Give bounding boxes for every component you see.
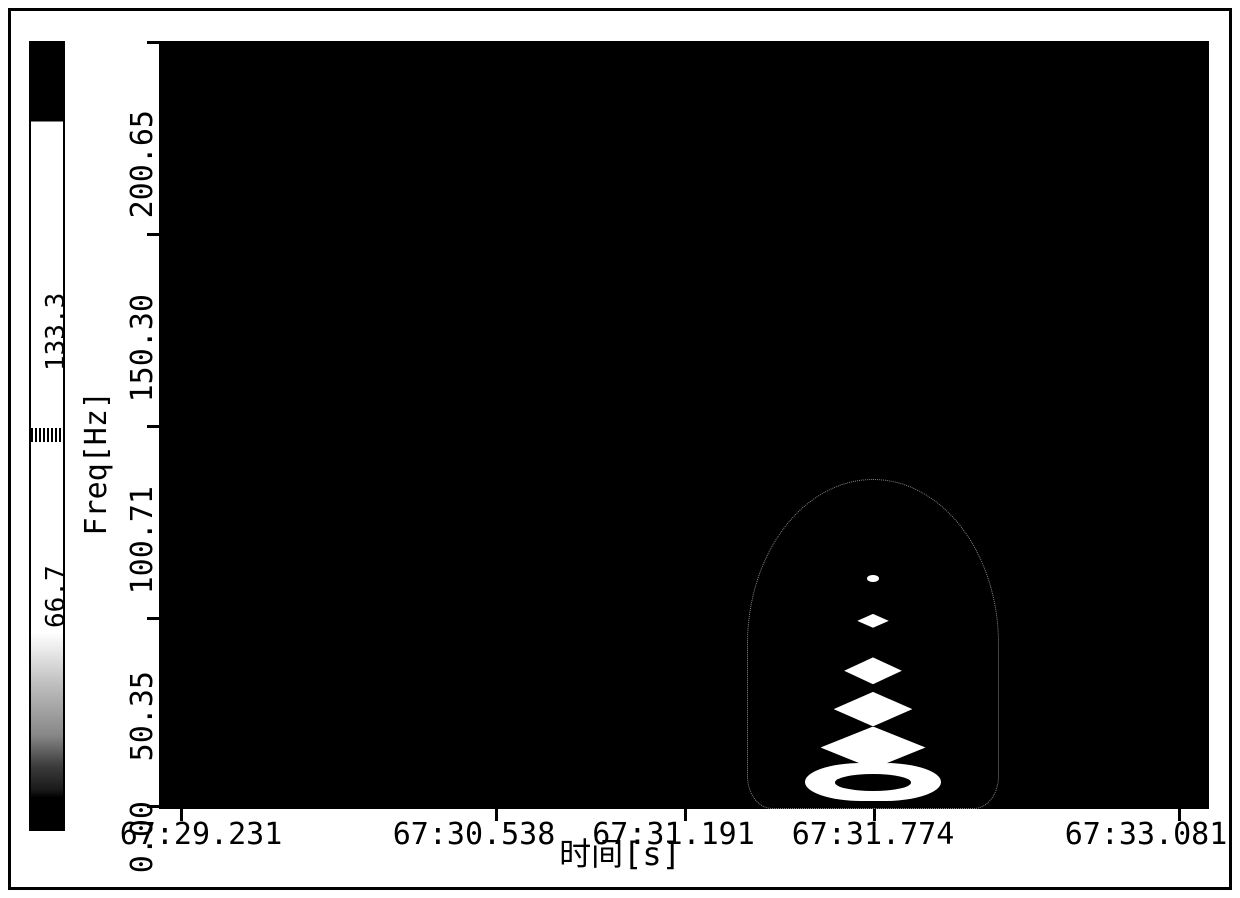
colorbar-tick-max: 200 [41,42,71,89]
spectrogram-blob [805,763,942,801]
x-tick-0: 67:29.231 [120,817,283,852]
y-tick-3: 150.30 [125,294,160,402]
chart-frame: 0 66.7 133.3 200 0.00 50.35 100.71 150.3… [8,8,1232,890]
x-tick-3: 67:31.774 [792,817,955,852]
x-tick-1: 67:30.538 [393,817,556,852]
y-tick-mark [147,617,159,620]
x-axis-label: 时间[s] [559,829,681,875]
y-tick-mark [147,41,159,44]
y-tick-1: 50.35 [125,671,160,761]
spectrogram-features [159,41,1209,809]
colorbar-tick-min: 0 [41,815,71,831]
colorbar-tick-mid2: 133.3 [41,293,71,371]
y-tick-4: 200.65 [125,110,160,218]
x-axis-ticks: 67:29.231 67:30.538 67:31.191 67:31.774 … [159,809,1209,869]
colorbar-tick-mid1: 66.7 [41,565,71,628]
spectrogram-plot [159,41,1209,809]
colorbar [29,41,65,831]
y-tick-mark [147,233,159,236]
y-tick-2: 100.71 [125,486,160,594]
y-tick-mark [147,425,159,428]
y-axis-label: Freq[Hz] [79,391,114,536]
colorbar-gradient [29,41,65,831]
colorbar-mid-marker [31,428,63,442]
x-tick-4: 67:33.081 [1065,817,1228,852]
y-axis-ticks: 0.00 50.35 100.71 150.30 200.65 [109,41,159,809]
spectrogram-blob-hole [835,774,911,791]
